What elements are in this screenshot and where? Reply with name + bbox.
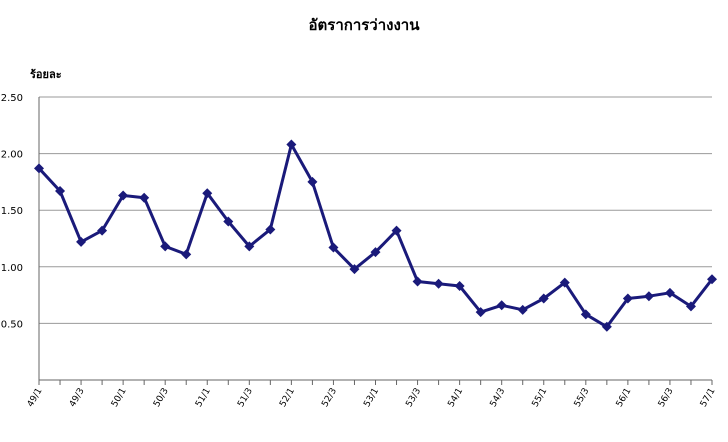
gridlines xyxy=(39,96,712,324)
y-tick-label: 1.00 xyxy=(1,263,23,274)
data-point-marker xyxy=(223,216,234,227)
x-tick-label: 56/3 xyxy=(657,387,676,410)
data-point-marker xyxy=(707,274,717,285)
x-tick-label: 54/3 xyxy=(489,387,508,410)
data-point-marker xyxy=(244,241,255,252)
x-tick-label: 57/1 xyxy=(699,387,718,410)
data-point-marker xyxy=(265,224,276,235)
data-point-marker xyxy=(286,139,297,150)
x-tick-label: 51/1 xyxy=(194,387,213,410)
x-tick-label: 54/1 xyxy=(446,387,465,410)
data-point-marker xyxy=(76,236,87,247)
data-point-marker xyxy=(580,309,591,320)
x-tick-label: 50/1 xyxy=(110,387,129,410)
data-point-marker xyxy=(34,163,44,174)
data-point-marker xyxy=(412,276,423,287)
data-point-marker xyxy=(328,242,339,253)
x-tick-label: 49/3 xyxy=(68,387,87,410)
data-point-marker xyxy=(643,291,654,302)
data-point-marker xyxy=(601,321,612,332)
data-point-marker xyxy=(664,287,675,298)
data-point-marker xyxy=(307,176,318,187)
data-point-marker xyxy=(454,281,465,292)
x-tick-label: 52/3 xyxy=(320,387,339,410)
series-group xyxy=(34,139,717,332)
data-point-marker xyxy=(559,277,570,288)
series-line xyxy=(37,143,714,329)
data-point-marker xyxy=(391,225,402,236)
y-axis-label: ร้อยละ xyxy=(30,68,62,81)
data-point-marker xyxy=(97,225,108,236)
data-point-marker xyxy=(181,249,192,260)
x-tick-label: 53/1 xyxy=(362,387,381,410)
x-tick-label: 53/3 xyxy=(404,387,423,410)
x-tick-label: 50/3 xyxy=(152,387,171,410)
y-tick-label: 1.50 xyxy=(1,206,23,217)
data-point-marker xyxy=(139,192,150,203)
data-point-marker xyxy=(349,264,360,275)
x-tick-label: 49/1 xyxy=(26,387,45,410)
y-tick-labels: 0.50 1.00 1.50 2.00 2.50 xyxy=(1,93,23,330)
data-point-marker xyxy=(370,247,381,258)
x-tick-label: 55/3 xyxy=(573,387,592,410)
data-point-marker xyxy=(118,190,129,201)
data-point-marker xyxy=(685,301,696,312)
x-tick-label: 55/1 xyxy=(531,387,550,410)
data-point-marker xyxy=(622,293,633,304)
x-tick-label: 51/3 xyxy=(236,387,255,410)
data-point-marker xyxy=(517,304,528,315)
x-tick-label: 52/1 xyxy=(278,387,297,410)
y-tick-label: 2.50 xyxy=(1,93,23,104)
x-tick-label: 56/1 xyxy=(615,387,634,410)
data-point-marker xyxy=(496,300,507,311)
data-point-marker xyxy=(55,185,66,196)
data-point-marker xyxy=(202,188,213,199)
axes xyxy=(38,97,713,385)
chart-title: อัตราการว่างงาน xyxy=(309,16,421,34)
y-tick-label: 2.00 xyxy=(1,150,23,161)
y-tick-label: 0.50 xyxy=(1,319,23,330)
data-point-marker xyxy=(475,307,486,318)
data-point-marker xyxy=(433,278,444,289)
data-point-marker xyxy=(160,241,171,252)
x-tick-labels: 49/1 49/3 50/1 50/3 51/1 51/3 52/1 52/3 53/1 53/3… xyxy=(26,387,718,410)
data-point-marker xyxy=(538,293,549,304)
